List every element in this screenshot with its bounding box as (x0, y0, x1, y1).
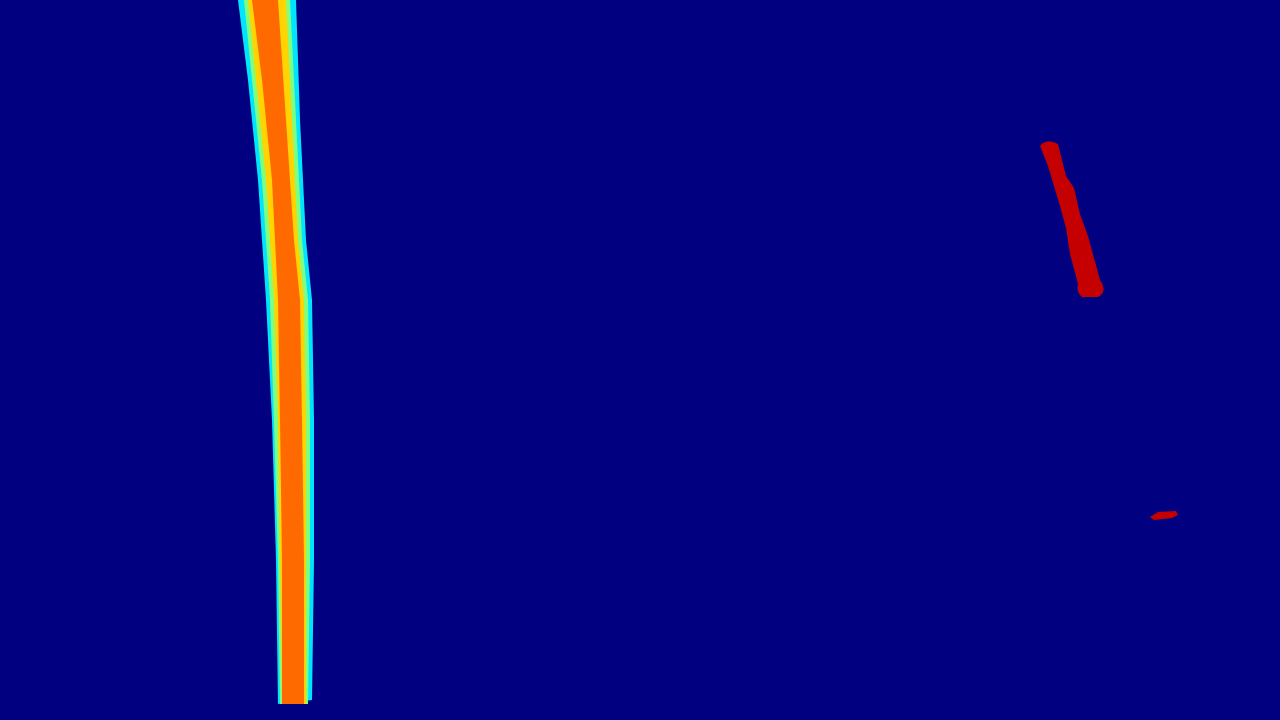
right-lane-segment-shape (1040, 141, 1104, 297)
right-lane-blob-shape (1150, 511, 1178, 520)
left-lane-line (238, 0, 314, 704)
left-lane-line-core (252, 0, 304, 704)
right-lane-segment (1040, 141, 1104, 297)
right-lane-blob (1150, 511, 1178, 520)
